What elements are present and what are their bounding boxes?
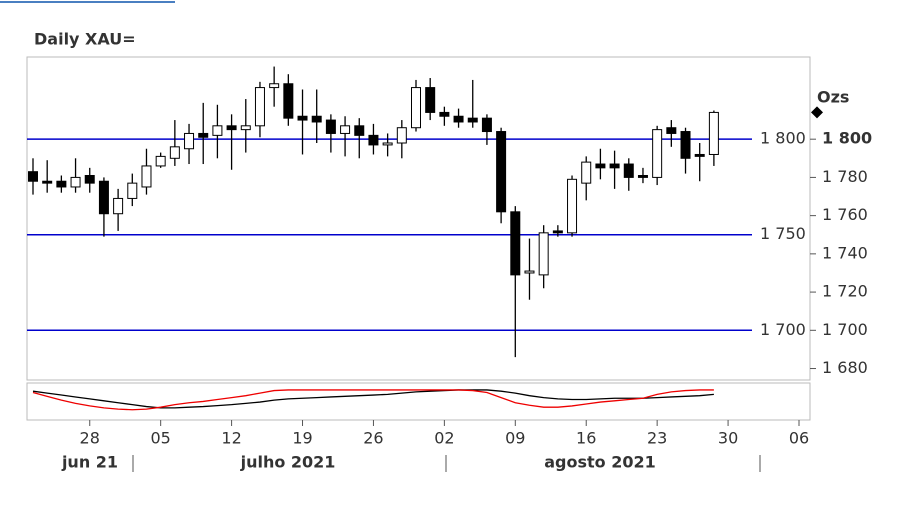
candle-body [637, 174, 648, 178]
candle-body [453, 115, 464, 123]
plot-frame [26, 56, 811, 381]
candle-body [311, 115, 322, 123]
x-tick-label: 30 [718, 429, 738, 448]
y-tick-label: 1 800 [822, 129, 872, 148]
candle-body [595, 163, 606, 169]
candle-body [113, 197, 124, 215]
indicator-line [32, 389, 714, 409]
candle-body [581, 161, 592, 184]
candle-body [212, 125, 223, 136]
candle-body [141, 165, 152, 188]
candle-body [297, 115, 308, 121]
candle-body [98, 180, 109, 215]
candle-body [680, 131, 691, 159]
candle-body [70, 176, 81, 188]
x-tick-label: 02 [434, 429, 454, 448]
y-tick-label: 1 700 [822, 320, 868, 339]
reference-label: 1 800 [760, 129, 806, 148]
chart-title: Daily XAU= [34, 30, 136, 49]
candle-body [425, 87, 436, 113]
y-tick-label: 1 740 [822, 243, 868, 262]
candle-body [708, 111, 719, 155]
x-tick-label: 19 [292, 429, 312, 448]
x-tick-label: 06 [789, 429, 809, 448]
candle-body [609, 163, 620, 169]
month-label: agosto 2021 [544, 453, 656, 472]
candle-body [481, 117, 492, 133]
candle-body [42, 180, 53, 184]
unit-label: Ozs [817, 88, 849, 107]
candle-body [240, 125, 251, 131]
candle-body [382, 142, 393, 146]
reference-label: 1 750 [760, 224, 806, 243]
candle-body [254, 87, 265, 127]
candle-body [127, 182, 138, 199]
candle-body [169, 146, 180, 159]
candle-body [496, 131, 507, 213]
candle-body [283, 83, 294, 119]
candle-body [184, 132, 195, 150]
y-tick-label: 1 680 [822, 358, 868, 377]
x-tick-label: 26 [363, 429, 383, 448]
x-tick-label: 23 [647, 429, 667, 448]
last-price-marker [811, 106, 823, 119]
candle-body [467, 117, 478, 123]
candle-body [623, 163, 634, 178]
candle-body [340, 125, 351, 134]
y-tick-label: 1 720 [822, 282, 868, 301]
y-tick-label: 1 780 [822, 167, 868, 186]
x-tick-label: 28 [80, 429, 100, 448]
candle-body [510, 211, 521, 276]
candle-body [28, 171, 38, 182]
x-tick-label: 05 [150, 429, 170, 448]
candle-body [694, 153, 705, 157]
candle-body [652, 129, 663, 178]
y-tick-label: 1 760 [822, 205, 868, 224]
indicator-line [32, 389, 714, 411]
candle-body [666, 127, 677, 134]
candle-body [524, 270, 535, 274]
candle-body [439, 111, 450, 117]
reference-label: 1 700 [760, 320, 806, 339]
x-tick-label: 09 [505, 429, 525, 448]
month-label: jun 21 [61, 453, 118, 472]
candle-body [411, 87, 421, 129]
candle-body [84, 174, 95, 184]
candle-body [155, 155, 166, 167]
candle-body [552, 230, 563, 234]
indicator-frame [26, 382, 811, 421]
candle-body [56, 180, 67, 188]
x-tick-label: 12 [221, 429, 241, 448]
candle-body [538, 232, 549, 276]
candle-body [226, 125, 237, 131]
candle-body [198, 132, 209, 138]
candle-body [354, 125, 365, 136]
candle-body [269, 83, 280, 89]
x-tick-label: 16 [576, 429, 596, 448]
candle-body [396, 127, 407, 144]
candle-body [368, 134, 379, 146]
candle-body [567, 178, 578, 234]
candle-body [325, 119, 336, 134]
month-label: julho 2021 [240, 453, 336, 472]
